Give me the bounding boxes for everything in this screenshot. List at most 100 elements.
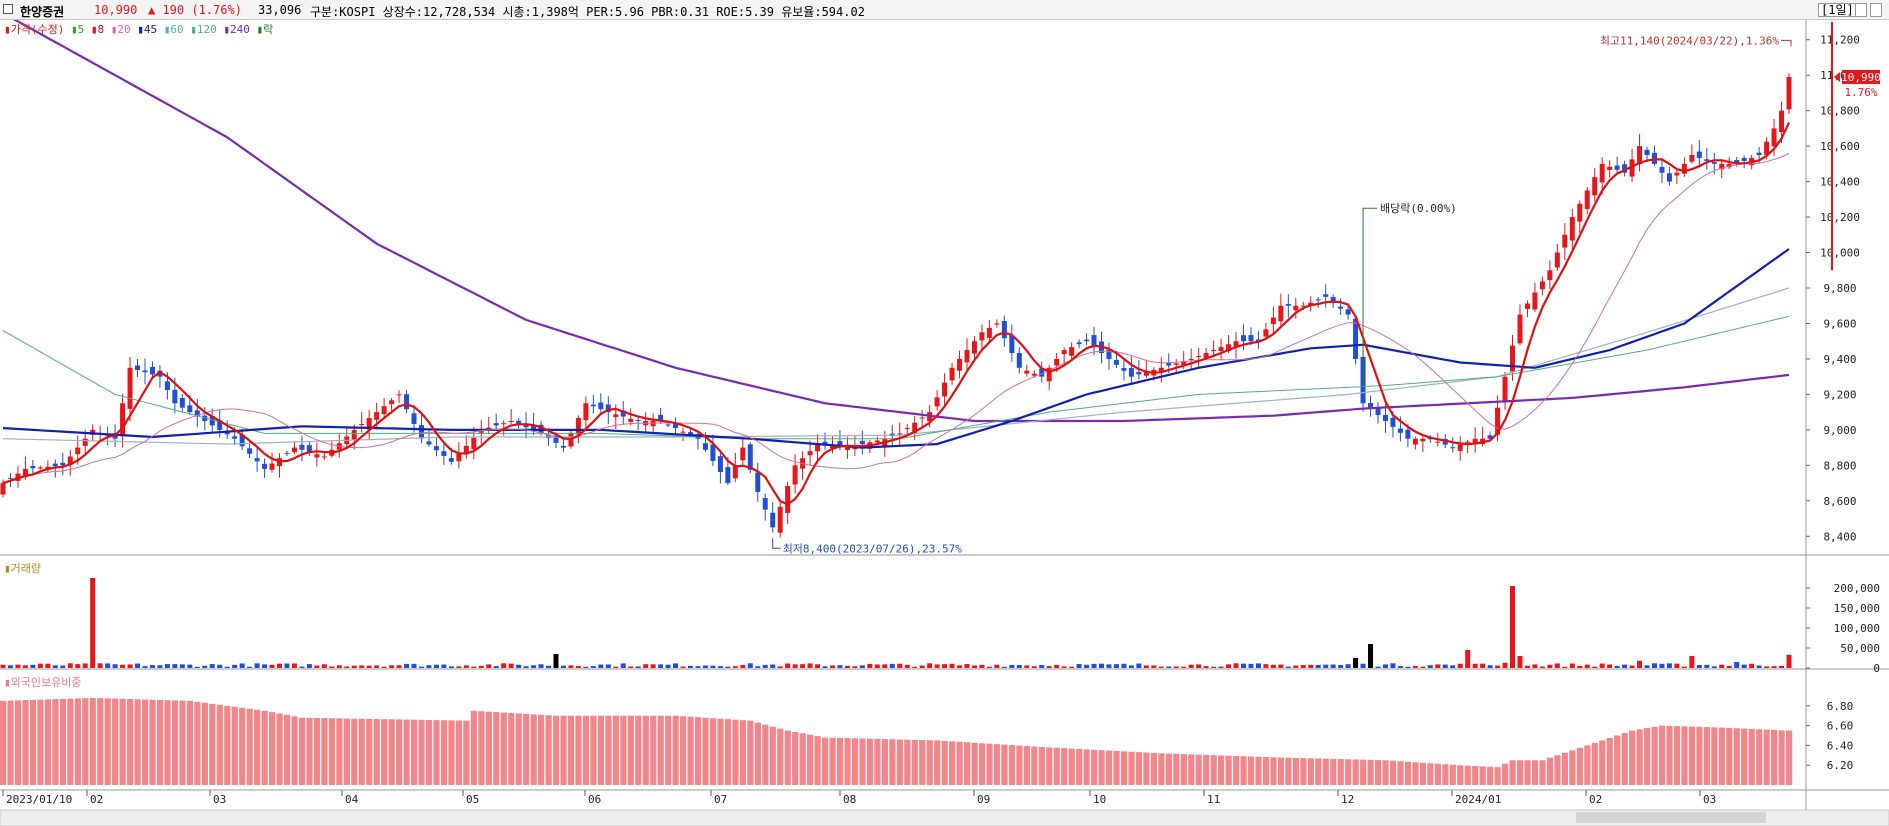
volume-bar	[456, 666, 462, 668]
foreign-bar	[1292, 757, 1299, 785]
candle-body	[1338, 306, 1344, 309]
foreign-bar	[22, 700, 29, 785]
foreign-bar	[321, 718, 328, 785]
candle-body	[1330, 297, 1336, 303]
volume-bar	[209, 664, 215, 668]
foreign-bar	[1718, 727, 1725, 785]
candle-body	[1368, 402, 1374, 410]
candle-body	[1756, 152, 1762, 155]
stock-name[interactable]: 한양증권	[20, 5, 65, 19]
volume-bar	[471, 666, 477, 668]
volume-bar	[1696, 664, 1702, 668]
candle-body	[1113, 359, 1119, 365]
foreign-bar	[343, 718, 350, 785]
volume-bar	[1435, 664, 1441, 668]
candle-body	[1084, 339, 1090, 342]
volume-bar	[598, 664, 604, 668]
volume-bar	[232, 664, 238, 668]
candle-body	[411, 413, 417, 424]
volume-bar	[1218, 666, 1224, 668]
current-price: 10,990	[94, 3, 138, 17]
volume-bar	[531, 665, 537, 668]
candle-body	[314, 454, 320, 458]
foreign-tick-label: 6.20	[1827, 759, 1854, 772]
select-checkbox[interactable]	[3, 4, 13, 14]
foreign-bar	[1599, 740, 1606, 785]
minimize-button[interactable]	[1855, 3, 1867, 17]
foreign-bar	[1076, 748, 1083, 785]
candle-body	[224, 431, 230, 435]
foreign-bar	[1322, 758, 1329, 785]
foreign-bar	[1464, 765, 1471, 785]
candle-body	[418, 425, 424, 439]
volume-bar	[1397, 666, 1403, 668]
foreign-bar	[1569, 750, 1576, 785]
trade-volume: 33,096	[258, 3, 302, 17]
candle-body	[650, 421, 656, 427]
volume-bar	[575, 666, 581, 668]
volume-bar	[1151, 665, 1157, 668]
volume-bar	[1121, 663, 1127, 668]
volume-bar	[82, 663, 88, 668]
foreign-bar	[1098, 750, 1105, 785]
candle-body	[874, 440, 880, 443]
volume-bar	[1069, 666, 1075, 668]
stock-chart[interactable]: 11,20011,00010,80010,60010,40010,20010,0…	[0, 20, 1889, 826]
foreign-bar	[7, 700, 14, 785]
volume-bar	[493, 666, 499, 668]
candle-body	[1711, 161, 1717, 164]
foreign-bar	[1457, 765, 1464, 785]
candle-body	[1771, 128, 1777, 147]
foreign-bar	[844, 738, 851, 785]
volume-bar	[112, 664, 118, 668]
volume-bar	[1651, 663, 1657, 668]
foreign-bar	[1374, 760, 1382, 785]
period-button[interactable]: [1일]	[1818, 3, 1857, 17]
price-tick-label: 9,800	[1823, 282, 1856, 295]
candle-body	[1734, 160, 1740, 164]
candle-body	[478, 429, 484, 433]
candle-body	[747, 444, 753, 470]
volume-bar	[187, 664, 193, 668]
volume-bar	[1427, 665, 1433, 668]
candle-body	[1614, 165, 1620, 170]
candle-body	[1726, 163, 1732, 168]
candle-body	[859, 440, 865, 445]
foreign-bar	[1165, 753, 1172, 785]
volume-bar	[359, 665, 365, 668]
foreign-bar	[1786, 730, 1793, 785]
candle-body	[493, 423, 499, 426]
ma20-line	[2, 153, 1790, 484]
candle-body	[1607, 166, 1613, 170]
candle-body	[1158, 367, 1164, 372]
ma45-line	[2, 248, 1790, 449]
candle-body	[710, 444, 716, 461]
foreign-bar	[1741, 728, 1748, 785]
volume-bar	[1106, 664, 1112, 668]
foreign-bar	[418, 719, 425, 785]
volume-bar	[1569, 663, 1575, 668]
candle-body	[441, 451, 447, 457]
foreign-bar	[1247, 756, 1255, 785]
volume-bar	[299, 666, 305, 668]
stock-info: 구분:KOSPI 상장수:12,728,534 시총:1,398억 PER:5.…	[310, 5, 865, 19]
volume-bar	[1487, 665, 1493, 668]
candle-body	[1741, 157, 1747, 161]
foreign-bar	[919, 740, 926, 785]
candle-body	[1136, 371, 1142, 375]
candle-body	[433, 446, 439, 451]
candle-body	[1637, 146, 1643, 164]
close-button[interactable]	[1870, 3, 1882, 17]
foreign-bar	[956, 741, 963, 785]
candle-body	[1173, 363, 1179, 365]
volume-bar	[553, 654, 559, 668]
candle-body	[82, 438, 88, 446]
foreign-bar	[1300, 758, 1307, 785]
volume-bar	[590, 666, 596, 668]
candle-body	[1786, 76, 1792, 110]
candle-body	[1666, 173, 1672, 182]
candle-body	[1554, 252, 1560, 268]
candle-body	[1039, 368, 1045, 377]
candle-body	[1226, 344, 1232, 351]
foreign-bar	[762, 724, 769, 785]
